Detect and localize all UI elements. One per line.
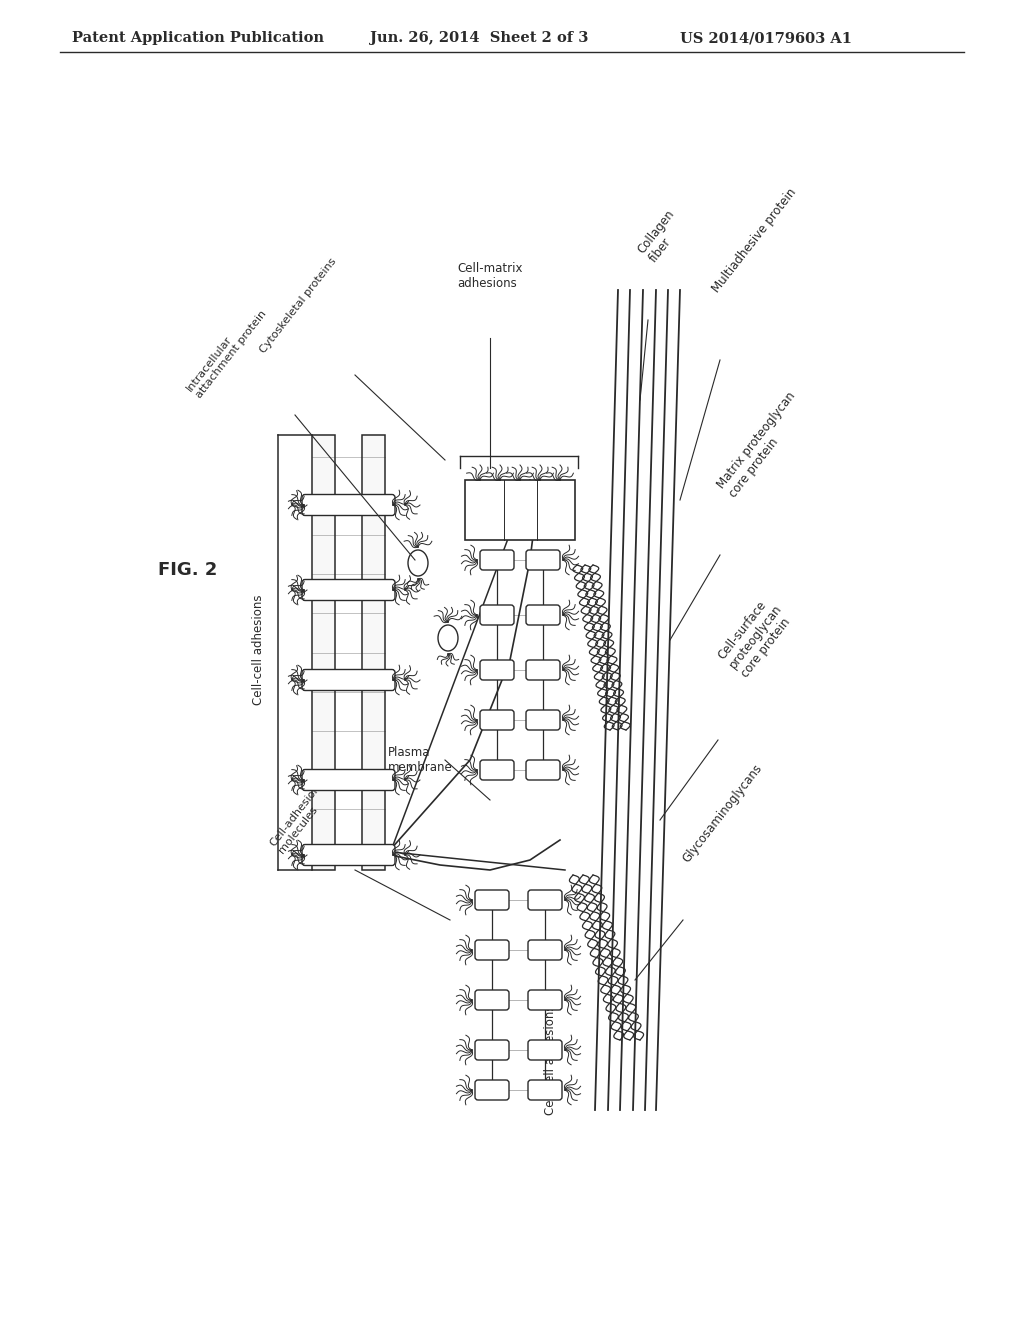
Ellipse shape: [408, 550, 428, 576]
FancyBboxPatch shape: [475, 890, 509, 909]
Text: Cell-cell adhesions: Cell-cell adhesions: [544, 1005, 556, 1115]
FancyBboxPatch shape: [480, 760, 514, 780]
Text: Collagen
fiber: Collagen fiber: [635, 207, 689, 265]
Bar: [465, 480, 575, 540]
Text: Matrix proteoglycan
core protein: Matrix proteoglycan core protein: [715, 389, 810, 500]
Text: FIG. 2: FIG. 2: [158, 561, 217, 579]
FancyBboxPatch shape: [475, 940, 509, 960]
FancyBboxPatch shape: [528, 990, 562, 1010]
FancyBboxPatch shape: [480, 605, 514, 624]
Ellipse shape: [438, 624, 458, 651]
Text: Cell-matrix
adhesions: Cell-matrix adhesions: [458, 261, 522, 290]
FancyBboxPatch shape: [526, 605, 560, 624]
FancyBboxPatch shape: [302, 669, 395, 690]
Text: Cell-surface
proteoglycan
core protein: Cell-surface proteoglycan core protein: [715, 593, 797, 680]
FancyBboxPatch shape: [302, 770, 395, 791]
FancyBboxPatch shape: [528, 1040, 562, 1060]
FancyBboxPatch shape: [528, 890, 562, 909]
Text: US 2014/0179603 A1: US 2014/0179603 A1: [680, 30, 852, 45]
FancyBboxPatch shape: [526, 660, 560, 680]
Text: Glycosaminoglycans: Glycosaminoglycans: [680, 762, 765, 865]
FancyBboxPatch shape: [475, 1040, 509, 1060]
Bar: [312, 436, 335, 870]
FancyBboxPatch shape: [528, 1080, 562, 1100]
FancyBboxPatch shape: [528, 940, 562, 960]
Text: Intracellular
attachment protein: Intracellular attachment protein: [185, 301, 268, 400]
FancyBboxPatch shape: [302, 579, 395, 601]
FancyBboxPatch shape: [480, 710, 514, 730]
Text: Multiadhesive protein: Multiadhesive protein: [710, 186, 800, 294]
FancyBboxPatch shape: [475, 1080, 509, 1100]
Text: Cell-adhesion
molecules: Cell-adhesion molecules: [268, 783, 332, 855]
Text: Patent Application Publication: Patent Application Publication: [72, 30, 324, 45]
FancyBboxPatch shape: [480, 550, 514, 570]
Text: Cytoskeletal proteins: Cytoskeletal proteins: [258, 256, 338, 355]
FancyBboxPatch shape: [526, 760, 560, 780]
Text: Jun. 26, 2014  Sheet 2 of 3: Jun. 26, 2014 Sheet 2 of 3: [370, 30, 589, 45]
FancyBboxPatch shape: [302, 845, 395, 866]
Bar: [362, 436, 385, 870]
FancyBboxPatch shape: [302, 495, 395, 516]
FancyBboxPatch shape: [526, 550, 560, 570]
Text: Plasma
membrane: Plasma membrane: [388, 746, 453, 774]
FancyBboxPatch shape: [480, 660, 514, 680]
Text: Cell-cell adhesions: Cell-cell adhesions: [252, 595, 264, 705]
FancyBboxPatch shape: [475, 990, 509, 1010]
FancyBboxPatch shape: [526, 710, 560, 730]
